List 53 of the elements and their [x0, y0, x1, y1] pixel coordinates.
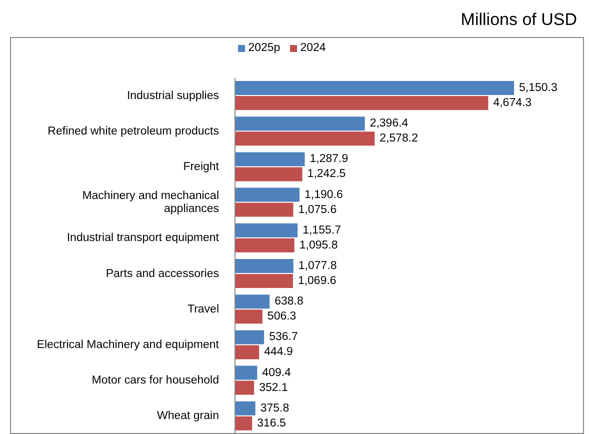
bar	[235, 274, 293, 288]
data-label: 409.4	[262, 366, 292, 379]
y-tick-label: Wheat grain	[156, 410, 219, 422]
data-label: 638.8	[274, 296, 304, 308]
bar	[235, 132, 375, 146]
data-label: 1,242.5	[307, 168, 346, 180]
bar	[235, 401, 256, 416]
data-label: 352.1	[259, 382, 288, 394]
bar	[235, 294, 270, 309]
bar	[235, 416, 252, 430]
data-label: 1,075.6	[298, 204, 337, 216]
data-label: 4,674.3	[493, 97, 532, 109]
bar	[235, 223, 298, 238]
bar	[235, 259, 294, 273]
y-tick-label: Electrical Machinery and equipment	[36, 339, 220, 351]
data-label: 506.3	[267, 310, 296, 323]
bar	[235, 116, 365, 131]
data-label: 1,287.9	[310, 153, 348, 166]
y-tick-label: Parts and accessories	[106, 268, 220, 280]
data-label: 1,155.7	[302, 224, 341, 236]
bar	[235, 238, 294, 252]
y-tick-label: Motor cars for household	[92, 374, 219, 387]
bar	[235, 330, 264, 344]
bar	[235, 81, 514, 95]
data-label: 2,396.4	[370, 118, 409, 130]
data-label: 536.7	[269, 331, 298, 344]
y-tick-label: Freight	[183, 161, 220, 173]
data-label: 444.9	[264, 346, 293, 358]
bar	[235, 366, 258, 380]
bar	[235, 310, 262, 324]
y-tick-label: Industrial transport equipment	[66, 232, 220, 244]
legend-label: 2025p	[248, 42, 280, 54]
data-label: 1,077.8	[298, 260, 337, 272]
legend-label: 2024	[300, 42, 326, 54]
y-tick-label: Refined white petroleum products	[48, 125, 220, 138]
bar	[235, 188, 300, 202]
chart-title: Millions of USD	[460, 10, 577, 30]
data-label: 1,190.6	[304, 188, 343, 201]
y-tick-label: Industrial supplies	[126, 90, 220, 102]
data-label: 1,095.8	[299, 239, 338, 252]
bar	[235, 152, 305, 166]
bar	[235, 345, 260, 360]
y-tick-label: Machinery and mechanical appliances	[82, 190, 220, 216]
bar	[235, 202, 294, 217]
data-label: 316.5	[257, 417, 286, 430]
bar	[235, 96, 488, 110]
data-label: 1,069.6	[298, 275, 336, 287]
data-label: 5,150.3	[519, 82, 558, 94]
data-label: 2,578.2	[380, 132, 418, 145]
bar	[235, 380, 254, 395]
y-tick-label: Travel	[187, 303, 219, 316]
data-label: 375.8	[260, 402, 290, 414]
bar	[235, 167, 302, 182]
